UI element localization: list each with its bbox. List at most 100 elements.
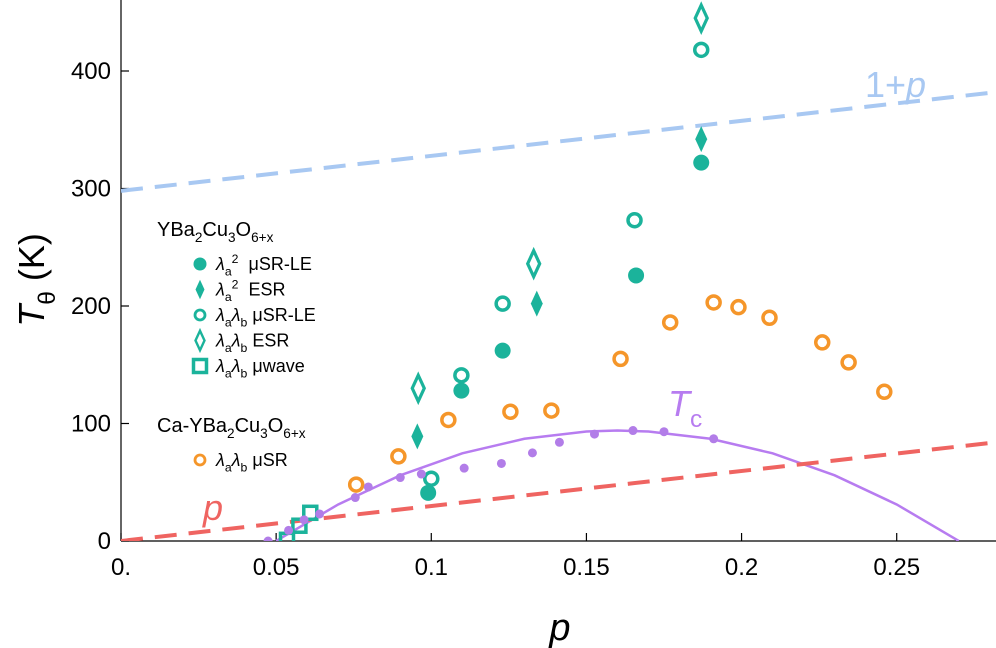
legend-label-part: 2 [232, 277, 239, 291]
legend-group-title-part: 3 [228, 230, 236, 245]
point [530, 290, 543, 317]
point [709, 434, 719, 444]
legend-label-part: λ [231, 331, 241, 351]
dashed-line [121, 440, 996, 541]
point [263, 536, 273, 541]
point [284, 525, 294, 535]
point [453, 382, 470, 399]
point [315, 509, 325, 519]
annotation-part: c [690, 406, 702, 433]
point [628, 267, 645, 284]
plot-area [121, 1, 996, 541]
y-axis-label-part: θ [34, 291, 61, 305]
point [695, 126, 708, 153]
legend-label: λaλb ESR [215, 331, 289, 355]
point [730, 298, 747, 316]
legend-marker [193, 308, 207, 322]
annotation: 1+p [865, 64, 926, 105]
point [705, 294, 722, 311]
legend-label-part: λ [215, 331, 225, 351]
point [494, 295, 511, 312]
point [589, 429, 599, 439]
point [410, 371, 427, 406]
point [299, 515, 309, 525]
legend-group-title-part: O [236, 219, 252, 241]
legend-label-part: μSR-LE [238, 254, 311, 274]
x-tick-label: 0.15 [563, 554, 610, 581]
x-tick-label: 0.25 [873, 554, 920, 581]
legend-group-title-part: 6+x [251, 230, 273, 245]
legend-label-part: a [225, 341, 232, 355]
point [761, 309, 778, 326]
point [525, 246, 542, 281]
point [291, 517, 308, 534]
point [661, 314, 679, 331]
y-tick-label: 300 [71, 176, 111, 203]
point [659, 427, 669, 437]
point [363, 482, 373, 492]
point [628, 426, 638, 436]
legend-group-title-part: Ca-YBa [157, 415, 228, 437]
y-axis-label: Tθ (K) [11, 233, 61, 327]
point [626, 211, 643, 229]
y-axis-label-part: T [11, 302, 52, 327]
point [350, 493, 360, 503]
legend-label-part: μSR-LE [247, 305, 315, 325]
legend-group-title: YBa2Cu3O6+x [157, 219, 274, 245]
point [347, 476, 365, 493]
point [423, 470, 440, 487]
legend-group-title-part: Cu [202, 219, 228, 241]
point [813, 334, 831, 351]
point [543, 402, 560, 419]
legend-label: λaλb μwave [215, 356, 305, 380]
legend-group-title-part: 3 [260, 426, 268, 441]
point [554, 437, 564, 447]
x-tick-label: 0.05 [253, 554, 300, 581]
point [502, 403, 519, 420]
legend-label-part: a [225, 366, 232, 380]
annotation-part: p [202, 487, 223, 528]
legend-label: λaλb μSR-LE [215, 305, 316, 329]
point [390, 448, 407, 465]
legend-label-part: λ [231, 450, 241, 470]
annotation: Tc [668, 383, 702, 433]
x-axis-label: p [548, 607, 570, 648]
x-tick-label: 0.2 [725, 554, 758, 581]
legend-label-part: λ [215, 305, 225, 325]
y-tick-label: 0 [98, 528, 111, 555]
point [612, 350, 629, 368]
point [395, 473, 405, 483]
legend-marker [193, 453, 207, 467]
legend-label-part: μSR [247, 450, 287, 470]
legend-label: λaλb μSR [215, 450, 288, 474]
legend-label-part: a [225, 290, 232, 304]
legend-label-part: ESR [247, 331, 289, 351]
legend-label-part: λ [215, 356, 225, 376]
legend-group-title-part: YBa [157, 219, 196, 241]
legend-label-part: b [241, 460, 248, 474]
y-tick-label: 400 [71, 58, 111, 85]
legend-group-title-part: 2 [195, 230, 203, 245]
annotation-part: p [905, 64, 926, 105]
point [692, 41, 710, 59]
annotation-part: T [668, 383, 693, 424]
legend-label-part: 2 [232, 252, 239, 266]
point [527, 448, 537, 458]
annotation-part: 1+ [865, 64, 906, 105]
legend-label-part: a [225, 460, 232, 474]
x-tick-label: 0. [111, 554, 131, 581]
y-tick-label: 100 [71, 411, 111, 438]
point [840, 354, 857, 371]
x-tick-label: 0.1 [415, 554, 448, 581]
point [420, 484, 437, 501]
dashed-line [121, 90, 996, 193]
point [416, 469, 426, 479]
point [453, 367, 470, 384]
legend-label: λa2 ESR [215, 277, 286, 304]
legend-marker [195, 279, 205, 300]
legend-group-title-part: Cu [235, 415, 261, 437]
legend-group-title-part: O [268, 415, 284, 437]
legend-label-part: λ [231, 356, 241, 376]
